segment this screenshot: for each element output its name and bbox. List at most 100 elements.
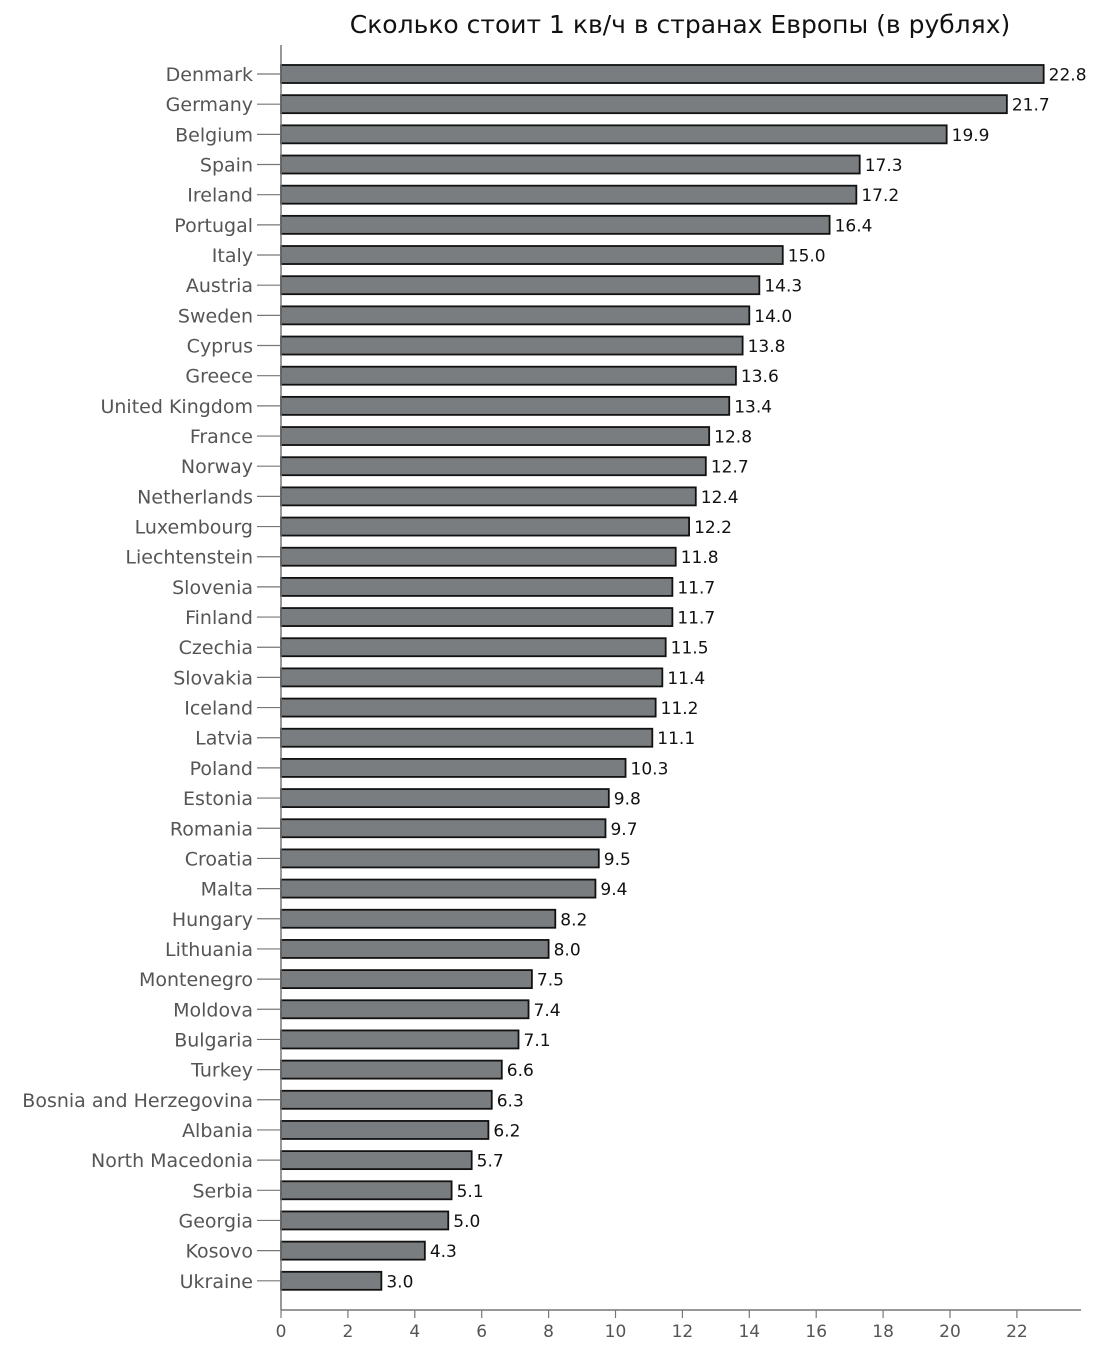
category-label-ukraine: Ukraine <box>180 1271 253 1293</box>
value-label-moldova: 7.4 <box>534 1001 561 1021</box>
value-label-cyprus: 13.8 <box>748 337 786 357</box>
value-label-turkey: 6.6 <box>507 1061 534 1081</box>
category-label-bosnia-and-herzegovina: Bosnia and Herzegovina <box>22 1090 253 1112</box>
value-label-denmark: 22.8 <box>1049 66 1087 86</box>
value-label-netherlands: 12.4 <box>701 488 739 508</box>
bar-estonia <box>280 788 610 808</box>
category-label-romania: Romania <box>170 818 253 840</box>
bar-luxembourg <box>280 516 690 537</box>
category-label-ireland: Ireland <box>187 185 253 207</box>
category-label-poland: Poland <box>190 758 253 780</box>
category-label-denmark: Denmark <box>166 64 253 86</box>
category-label-lithuania: Lithuania <box>165 939 253 961</box>
value-label-greece: 13.6 <box>741 367 779 387</box>
bar-kosovo <box>280 1240 426 1261</box>
x-tick-label-8: 8 <box>543 1322 554 1342</box>
value-label-romania: 9.7 <box>610 820 637 840</box>
bar-denmark <box>280 64 1045 84</box>
value-label-luxembourg: 12.2 <box>694 518 732 538</box>
bar-latvia <box>280 727 654 748</box>
bar-portugal <box>280 214 831 235</box>
category-label-moldova: Moldova <box>173 999 253 1021</box>
category-label-italy: Italy <box>212 245 253 267</box>
category-label-norway: Norway <box>181 456 253 478</box>
category-label-luxembourg: Luxembourg <box>135 517 253 539</box>
value-label-slovenia: 11.7 <box>677 578 715 598</box>
bar-malta <box>280 878 597 899</box>
value-label-norway: 12.7 <box>711 458 749 478</box>
bar-cyprus <box>280 335 744 356</box>
bar-ukraine <box>280 1270 383 1291</box>
category-label-georgia: Georgia <box>179 1210 254 1232</box>
bars-group <box>280 64 1045 1291</box>
value-label-czechia: 11.5 <box>671 639 709 659</box>
category-label-belgium: Belgium <box>175 124 253 146</box>
category-label-portugal: Portugal <box>174 215 253 237</box>
value-label-liechtenstein: 11.8 <box>681 548 719 568</box>
bar-czechia <box>280 637 667 658</box>
value-label-portugal: 16.4 <box>835 216 873 236</box>
category-label-sweden: Sweden <box>178 305 253 327</box>
bar-belgium <box>280 124 948 145</box>
category-label-czechia: Czechia <box>179 637 253 659</box>
bar-sweden <box>280 305 751 326</box>
bar-north-macedonia <box>280 1150 473 1171</box>
value-label-north-macedonia: 5.7 <box>477 1152 504 1172</box>
category-label-hungary: Hungary <box>172 909 253 931</box>
category-label-north-macedonia: North Macedonia <box>91 1150 253 1172</box>
bar-france <box>280 426 711 446</box>
category-label-croatia: Croatia <box>185 848 253 870</box>
value-label-germany: 21.7 <box>1012 96 1050 116</box>
value-label-poland: 10.3 <box>631 759 669 779</box>
bar-spain <box>280 154 861 175</box>
bar-hungary <box>280 908 557 929</box>
bar-montenegro <box>280 969 533 989</box>
value-label-georgia: 5.0 <box>453 1212 480 1232</box>
bar-norway <box>280 456 707 477</box>
bar-germany <box>280 94 1008 115</box>
x-axis-ticks-group: 0 2 4 6 8 10 12 14 16 18 20 22 <box>276 1310 1028 1342</box>
bar-georgia <box>280 1210 450 1231</box>
value-label-ireland: 17.2 <box>861 186 899 206</box>
bar-lithuania <box>280 939 550 959</box>
category-label-austria: Austria <box>186 275 253 297</box>
x-tick-label-4: 4 <box>409 1322 420 1342</box>
x-tick-label-6: 6 <box>476 1322 487 1342</box>
bar-bulgaria <box>280 1029 520 1050</box>
value-labels-group: 22.8 21.7 19.9 17.3 17.2 16.4 15.0 14.3 14.0 13.8… <box>386 66 1086 1293</box>
category-label-slovakia: Slovakia <box>173 667 253 689</box>
value-label-spain: 17.3 <box>865 156 903 176</box>
x-tick-label-0: 0 <box>276 1322 287 1342</box>
value-label-italy: 15.0 <box>788 247 826 267</box>
category-label-united-kingdom: United Kingdom <box>100 396 253 418</box>
bar-finland <box>280 607 674 627</box>
value-label-estonia: 9.8 <box>614 790 641 810</box>
value-label-serbia: 5.1 <box>457 1182 484 1202</box>
x-tick-label-22: 22 <box>1006 1322 1028 1342</box>
value-label-belgium: 19.9 <box>952 126 990 146</box>
bar-romania <box>280 818 607 839</box>
category-label-greece: Greece <box>185 366 253 388</box>
category-label-turkey: Turkey <box>190 1060 253 1082</box>
category-label-kosovo: Kosovo <box>185 1241 253 1263</box>
bar-ireland <box>280 184 858 205</box>
value-label-kosovo: 4.3 <box>430 1242 457 1262</box>
value-label-malta: 9.4 <box>600 880 627 900</box>
category-label-finland: Finland <box>185 607 253 629</box>
category-label-germany: Germany <box>166 94 253 116</box>
category-label-netherlands: Netherlands <box>137 486 253 508</box>
category-labels-group: Denmark Germany Belgium Spain Ireland Portuga… <box>22 64 281 1293</box>
x-tick-label-18: 18 <box>872 1322 894 1342</box>
value-label-ukraine: 3.0 <box>386 1272 413 1292</box>
category-label-france: France <box>190 426 253 448</box>
value-label-bosnia-and-herzegovina: 6.3 <box>497 1091 524 1111</box>
bar-slovenia <box>280 576 674 597</box>
bar-serbia <box>280 1180 453 1201</box>
category-label-iceland: Iceland <box>184 698 253 720</box>
category-label-estonia: Estonia <box>183 788 253 810</box>
bar-united-kingdom <box>280 395 731 416</box>
bar-moldova <box>280 999 530 1020</box>
category-label-liechtenstein: Liechtenstein <box>125 547 253 569</box>
x-tick-label-20: 20 <box>939 1322 961 1342</box>
bar-greece <box>280 365 737 386</box>
